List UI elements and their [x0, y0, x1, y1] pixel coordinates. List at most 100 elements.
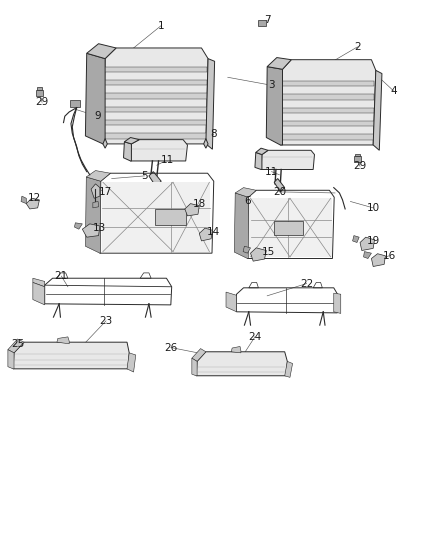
Polygon shape [235, 188, 256, 197]
Text: 21: 21 [55, 271, 68, 281]
Polygon shape [234, 193, 248, 259]
Text: 17: 17 [99, 187, 112, 197]
Text: 26: 26 [164, 343, 177, 352]
Text: 23: 23 [99, 316, 113, 326]
Polygon shape [282, 81, 374, 86]
Polygon shape [104, 133, 207, 139]
Polygon shape [231, 346, 241, 353]
Polygon shape [249, 198, 332, 257]
Polygon shape [334, 293, 341, 313]
Text: 4: 4 [390, 86, 397, 95]
Polygon shape [282, 108, 374, 113]
Polygon shape [85, 53, 105, 144]
Polygon shape [33, 282, 45, 305]
Polygon shape [204, 139, 208, 148]
Polygon shape [131, 140, 187, 161]
Polygon shape [274, 221, 303, 235]
Text: 5: 5 [141, 171, 148, 181]
Polygon shape [26, 198, 39, 209]
Polygon shape [104, 120, 207, 125]
Polygon shape [355, 154, 360, 156]
Polygon shape [255, 152, 262, 169]
Text: 20: 20 [273, 187, 286, 197]
Text: 29: 29 [353, 161, 367, 171]
Polygon shape [258, 20, 266, 26]
Polygon shape [285, 361, 293, 377]
Polygon shape [36, 90, 43, 96]
Text: 25: 25 [11, 339, 24, 349]
Polygon shape [280, 60, 376, 145]
Polygon shape [91, 184, 100, 198]
Polygon shape [251, 248, 266, 261]
Polygon shape [104, 80, 207, 85]
Polygon shape [266, 67, 283, 145]
Polygon shape [13, 342, 129, 369]
Polygon shape [360, 237, 374, 251]
Polygon shape [149, 172, 161, 187]
Polygon shape [282, 121, 374, 126]
Polygon shape [102, 182, 210, 252]
Text: 11: 11 [161, 155, 174, 165]
Polygon shape [87, 44, 116, 59]
Polygon shape [199, 228, 212, 241]
Polygon shape [274, 179, 285, 192]
Polygon shape [353, 236, 359, 243]
Polygon shape [74, 223, 82, 229]
Polygon shape [243, 246, 251, 253]
Polygon shape [82, 224, 100, 237]
Polygon shape [124, 138, 139, 144]
Polygon shape [21, 196, 26, 204]
Polygon shape [86, 171, 110, 181]
Text: 8: 8 [210, 130, 217, 139]
Polygon shape [85, 177, 101, 253]
Text: 7: 7 [264, 15, 271, 25]
Text: 1: 1 [158, 21, 165, 30]
Text: 18: 18 [193, 199, 206, 208]
Polygon shape [364, 252, 371, 259]
Polygon shape [8, 350, 14, 369]
Text: 3: 3 [268, 80, 275, 90]
Polygon shape [70, 100, 80, 107]
Polygon shape [261, 150, 314, 169]
Polygon shape [267, 58, 291, 69]
Text: 19: 19 [367, 236, 380, 246]
Polygon shape [8, 339, 24, 353]
Polygon shape [33, 278, 45, 287]
Text: 29: 29 [35, 98, 49, 107]
Polygon shape [103, 48, 208, 144]
Text: 10: 10 [367, 203, 380, 213]
Polygon shape [57, 337, 69, 344]
Text: 15: 15 [261, 247, 275, 256]
Polygon shape [124, 142, 131, 161]
Text: 24: 24 [248, 332, 261, 342]
Text: 12: 12 [28, 193, 41, 203]
Text: 22: 22 [300, 279, 313, 288]
Polygon shape [354, 156, 361, 162]
Polygon shape [282, 134, 374, 140]
Polygon shape [373, 70, 382, 150]
Polygon shape [371, 254, 385, 266]
Text: 9: 9 [94, 111, 101, 121]
Polygon shape [185, 204, 199, 216]
Polygon shape [127, 353, 136, 372]
Polygon shape [93, 201, 99, 208]
Polygon shape [104, 107, 207, 112]
Polygon shape [226, 292, 237, 312]
Polygon shape [104, 93, 207, 99]
Polygon shape [192, 349, 206, 361]
Polygon shape [256, 148, 268, 155]
Polygon shape [103, 139, 107, 148]
Polygon shape [196, 352, 287, 376]
Text: 6: 6 [244, 197, 251, 206]
Text: 11: 11 [265, 167, 278, 176]
Polygon shape [282, 94, 374, 100]
Polygon shape [104, 67, 207, 72]
Polygon shape [206, 59, 215, 149]
Text: 2: 2 [354, 42, 361, 52]
Text: 13: 13 [93, 223, 106, 233]
Polygon shape [37, 87, 42, 90]
Polygon shape [155, 209, 186, 225]
Text: 16: 16 [382, 251, 396, 261]
Text: 14: 14 [207, 227, 220, 237]
Polygon shape [192, 358, 197, 376]
